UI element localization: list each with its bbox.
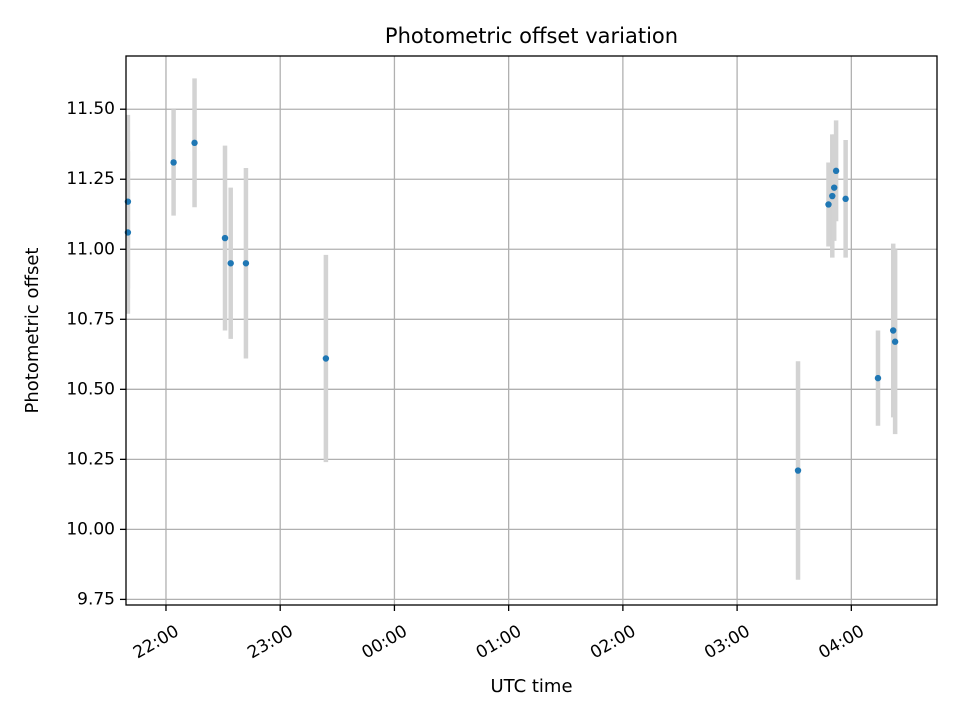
data-point <box>221 234 229 242</box>
plot-frame <box>125 55 938 606</box>
chart-title: Photometric offset variation <box>385 24 678 48</box>
y-axis-ticks: 9.75 10.00 10.25 10.50 10.75 11.00 11.25 11.50 <box>66 99 126 609</box>
data-point <box>191 139 198 147</box>
data-point <box>322 355 330 362</box>
y-tick-label: 9.75 <box>77 589 115 609</box>
data-point <box>242 260 250 267</box>
y-axis-label: Photometric offset <box>22 248 43 414</box>
data-point <box>794 467 802 474</box>
data-point <box>842 195 849 203</box>
data-point <box>891 338 899 345</box>
y-tick-label: 10.75 <box>66 309 115 329</box>
y-tick-label: 10.00 <box>66 519 115 539</box>
data-point <box>227 260 234 267</box>
y-tick-label: 11.25 <box>66 169 115 189</box>
data-point <box>832 167 840 175</box>
data-point <box>830 184 838 191</box>
data-point <box>170 159 177 166</box>
data-point <box>874 374 882 382</box>
data-point <box>825 201 832 208</box>
grid-lines <box>126 56 937 605</box>
y-tick-label: 10.25 <box>66 449 115 469</box>
data-points <box>124 139 899 474</box>
y-tick-label: 11.00 <box>66 239 115 259</box>
y-tick-label: 11.50 <box>66 99 115 119</box>
data-point <box>829 192 836 200</box>
data-point <box>890 327 897 334</box>
y-tick-label: 10.50 <box>66 379 115 399</box>
x-axis-label: UTC time <box>490 676 572 697</box>
